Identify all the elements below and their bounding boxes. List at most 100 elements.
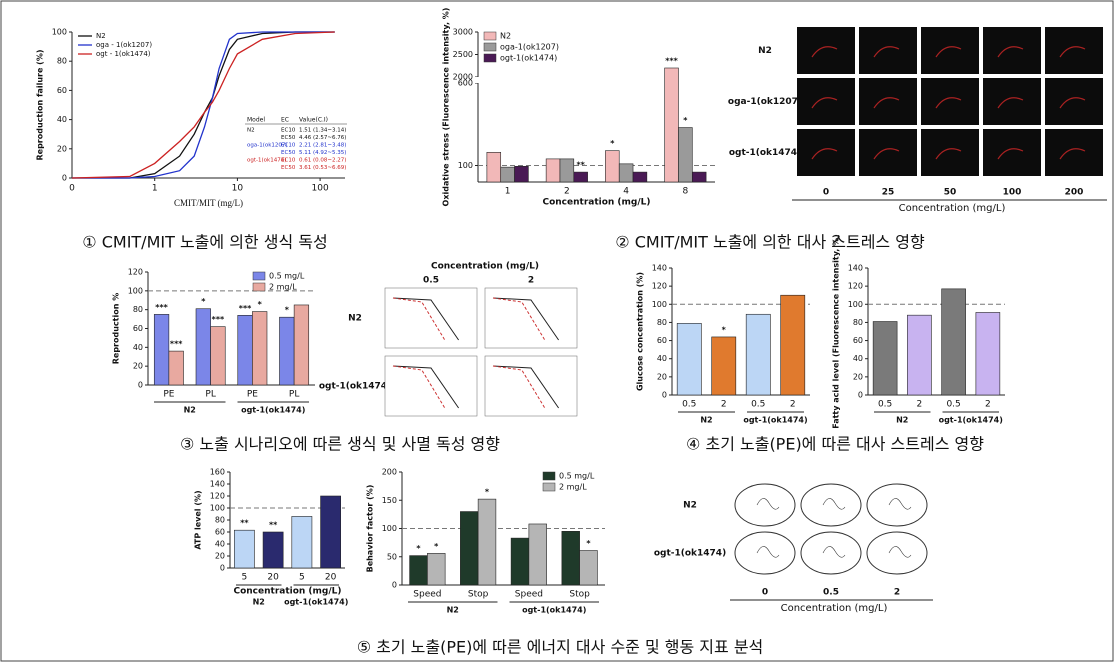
worm-track <box>756 546 780 558</box>
worm-fluorescence <box>873 46 900 58</box>
y-tick-label: 0 <box>858 391 863 400</box>
bar <box>293 304 310 386</box>
survival-curve <box>492 365 560 409</box>
y-tick-label: 40 <box>215 540 225 549</box>
group-label: ogt-1(ok1474) <box>284 598 348 607</box>
axis-break <box>473 77 483 83</box>
y-tick-label: 120 <box>128 268 143 277</box>
track-dish <box>734 531 796 575</box>
bar <box>711 336 737 396</box>
y-tick-label: 120 <box>210 492 225 501</box>
table-header: Model <box>247 117 265 124</box>
table-cell: EC50 <box>281 135 296 141</box>
y-tick-label: 80 <box>133 305 143 314</box>
column-label: 0 <box>823 188 829 198</box>
legend-swatch <box>483 53 497 63</box>
x-axis-label: CMIT/MIT (mg/L) <box>174 198 243 208</box>
bar <box>559 158 575 183</box>
bar <box>262 531 284 569</box>
micrograph <box>1045 78 1103 125</box>
row-label: ogt-1(ok1474) <box>654 549 726 559</box>
bar <box>745 313 771 396</box>
worm-fluorescence <box>997 97 1024 109</box>
y-tick-label: 0 <box>220 564 225 573</box>
y-tick-label: 100 <box>128 286 143 295</box>
bar <box>780 294 806 396</box>
table-cell: ogt-1(ok1474) <box>247 158 286 164</box>
legend-swatch <box>542 471 556 481</box>
y-axis-label: Oxidative stress (Fluorescence intensity… <box>442 8 451 207</box>
x-tick-label: 20 <box>325 573 337 583</box>
table-cell: EC50 <box>281 165 296 171</box>
table-cell: 2.21 (2.81~3.48) <box>299 143 346 149</box>
micrograph <box>797 27 855 74</box>
y-tick-label: 40 <box>57 115 67 124</box>
y-tick-label: 100 <box>382 524 397 533</box>
track-dish <box>734 483 796 527</box>
bar <box>941 288 966 396</box>
group-label: N2 <box>896 416 908 425</box>
bar <box>477 498 497 586</box>
x-tick-label: 0.5 <box>751 400 765 410</box>
x-tick-label: 5 <box>242 573 248 583</box>
caption: ③ 노출 시나리오에 따른 생식 및 사멸 독성 영향 <box>180 435 500 454</box>
y-tick-label: 80 <box>853 318 863 327</box>
row-label: N2 <box>758 46 772 56</box>
y-tick-label: 600 <box>458 79 473 88</box>
x-tick-label: PL <box>205 390 215 400</box>
track-dish <box>866 483 928 527</box>
y-axis-label: Reproduction failure (%) <box>36 49 45 160</box>
x-tick-label: 1 <box>505 187 511 197</box>
y-tick-label: 40 <box>657 354 667 363</box>
y-axis-label: Fatty acid level (Fluorescence intensity… <box>832 234 841 429</box>
bar <box>975 312 1001 396</box>
column-label: 25 <box>882 188 895 198</box>
worm-track <box>822 546 846 558</box>
significance-label: *** <box>155 303 168 312</box>
y-tick-label: 40 <box>133 343 143 352</box>
legend-label: 0.5 mg/L <box>559 472 595 481</box>
worm-track <box>822 498 846 510</box>
caption: ② CMIT/MIT 노출에 의한 대사 스트레스 영향 <box>615 233 925 252</box>
bar <box>514 166 529 183</box>
significance-label: * <box>586 539 591 548</box>
x-tick-label: 2 <box>564 187 570 197</box>
significance-label: * <box>610 139 615 148</box>
significance-label: *** <box>665 57 678 66</box>
x-tick-label: 2 <box>917 400 923 410</box>
column-label: 0 <box>762 588 768 598</box>
y-tick-label: 20 <box>215 552 225 561</box>
y-tick-label: 20 <box>57 144 67 153</box>
legend-swatch <box>252 282 266 292</box>
y-tick-label: 3000 <box>453 28 473 37</box>
legend-label: 0.5 mg/L <box>269 272 305 281</box>
y-tick-label: 20 <box>657 372 667 381</box>
x-tick-label: PE <box>247 390 258 400</box>
micrograph <box>983 27 1041 74</box>
column-label: 2 <box>528 276 534 286</box>
y-axis-label: Glucose concentration (%) <box>636 272 645 391</box>
worm-fluorescence <box>811 97 838 109</box>
x-tick-label: Speed <box>515 590 543 600</box>
x-tick-label: 0.5 <box>946 400 960 410</box>
y-tick-label: 200 <box>382 468 397 477</box>
line-series <box>72 31 335 179</box>
line-series <box>71 31 335 179</box>
significance-label: * <box>416 544 421 553</box>
row-label: N2 <box>683 501 697 511</box>
group-label: ogt-1(ok1474) <box>939 416 1003 425</box>
legend-label: N2 <box>96 32 106 40</box>
significance-label: ** <box>577 161 586 170</box>
table-cell: 1.51 (1.34~3.14) <box>299 128 346 134</box>
table-cell: EC10 <box>281 128 296 134</box>
bar <box>500 166 515 183</box>
worm-fluorescence <box>873 97 900 109</box>
legend-label: ogt - 1(ok1474) <box>96 50 151 58</box>
worm-fluorescence <box>811 46 838 58</box>
y-tick-label: 100 <box>848 300 863 309</box>
column-label: 50 <box>944 188 957 198</box>
survival-curve <box>392 365 460 409</box>
